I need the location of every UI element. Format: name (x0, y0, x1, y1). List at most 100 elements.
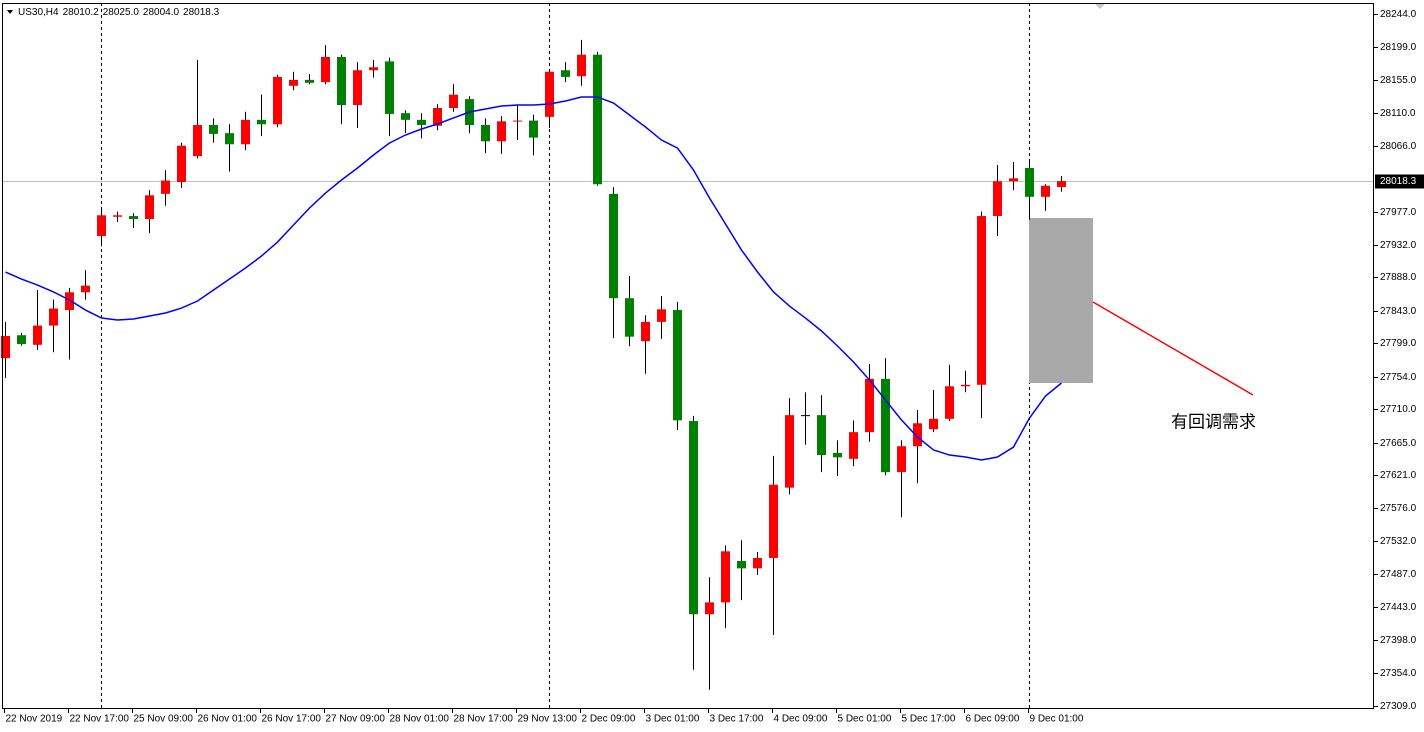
candle-body (481, 125, 490, 142)
candle-body (17, 335, 26, 345)
candle-body (273, 76, 282, 125)
x-tick-label: 22 Nov 2019 (6, 714, 63, 725)
y-tick-label: 27443.0 (1380, 602, 1417, 613)
x-tick-label: 3 Dec 01:00 (646, 714, 700, 725)
menu-arrow (7, 10, 13, 14)
symbol: US30,H4 (18, 7, 59, 18)
chart-frame (2, 3, 1374, 709)
x-tick-label: 5 Dec 01:00 (838, 714, 892, 725)
candle-body (49, 308, 58, 326)
candle-body (161, 180, 170, 194)
y-tick-label: 27977.0 (1380, 207, 1417, 218)
x-tick-label: 5 Dec 17:00 (902, 714, 956, 725)
x-tick-label: 26 Nov 17:00 (262, 714, 322, 725)
candle-body (97, 215, 106, 237)
candle-body (593, 54, 602, 185)
candle-body (1, 335, 10, 359)
candle-body (801, 415, 810, 417)
candle-body (401, 113, 410, 120)
chart-header: US30,H4 28010.2 28025.0 28004.0 28018.3 (18, 7, 220, 18)
candle-body (673, 310, 682, 421)
header-low: 28004.0 (143, 7, 180, 18)
y-tick-label: 27710.0 (1380, 404, 1417, 415)
candle-body (737, 560, 746, 569)
candle-body (129, 216, 138, 220)
trend-line (1092, 301, 1254, 396)
candle-body (977, 216, 986, 385)
x-tick-label: 9 Dec 01:00 (1030, 714, 1084, 725)
header-open: 28010.2 (63, 7, 100, 18)
candle-body (513, 120, 522, 122)
candle-body (177, 145, 186, 183)
y-tick-label: 27398.0 (1380, 635, 1417, 646)
highlight-zone (1029, 218, 1093, 383)
candle-body (1041, 185, 1050, 197)
y-tick-label: 27621.0 (1380, 470, 1417, 481)
moving-average (5, 96, 1062, 461)
candle-body (305, 79, 314, 83)
x-tick-label: 28 Nov 01:00 (390, 714, 450, 725)
x-tick-label: 4 Dec 09:00 (774, 714, 828, 725)
candle-body (1057, 181, 1066, 188)
candle-body (209, 125, 218, 134)
candle-body (705, 602, 714, 615)
x-tick-label: 28 Nov 17:00 (454, 714, 514, 725)
x-tick-label: 22 Nov 17:00 (70, 714, 130, 725)
y-tick-label: 27576.0 (1380, 503, 1417, 514)
candle-body (353, 70, 362, 106)
candle-body (193, 125, 202, 157)
y-tick-label: 28066.0 (1380, 141, 1417, 152)
candle-body (241, 119, 250, 145)
y-tick-label: 27754.0 (1380, 372, 1417, 383)
candle-body (577, 54, 586, 77)
candle-body (65, 292, 74, 311)
candle-body (289, 79, 298, 86)
y-tick-label: 27799.0 (1380, 338, 1417, 349)
candle-body (769, 484, 778, 558)
candle-body (113, 215, 122, 217)
candle-body (545, 71, 554, 117)
x-tick-label: 26 Nov 01:00 (198, 714, 258, 725)
separators (101, 3, 1030, 709)
y-tick-label: 27888.0 (1380, 272, 1417, 283)
candle-body (145, 195, 154, 220)
candle-body (321, 56, 330, 83)
candle-body (449, 94, 458, 108)
x-tick-label: 6 Dec 09:00 (966, 714, 1020, 725)
x-tick-label: 2 Dec 09:00 (582, 714, 636, 725)
header-close: 28018.3 (183, 7, 220, 18)
candle-body (385, 61, 394, 114)
y-tick-label: 28199.0 (1380, 42, 1417, 53)
x-tick-label: 25 Nov 09:00 (134, 714, 194, 725)
candle-body (641, 321, 650, 342)
candle-body (1025, 167, 1034, 197)
candle-body (961, 384, 970, 387)
current-price-box (1375, 174, 1424, 189)
y-tick-label: 27532.0 (1380, 536, 1417, 547)
plot (1, 39, 1374, 690)
candle-body (561, 70, 570, 77)
y-tick-label: 27487.0 (1380, 569, 1417, 580)
candle-body (417, 119, 426, 126)
x-tick-label: 27 Nov 09:00 (326, 714, 386, 725)
candle-body (993, 181, 1002, 217)
candle-body (529, 120, 538, 138)
y-tick-label: 28110.0 (1380, 108, 1416, 119)
candle-body (257, 119, 266, 125)
candle-body (497, 121, 506, 142)
candle-body (865, 378, 874, 433)
candle-body (945, 386, 954, 419)
y-tick-label: 27843.0 (1380, 306, 1417, 317)
candle-body (433, 107, 442, 126)
y-tick-label: 28244.0 (1380, 9, 1417, 20)
y-tick-label: 28155.0 (1380, 75, 1417, 86)
y-tick-label: 27354.0 (1380, 668, 1417, 679)
annotation: 有回调需求 (1171, 412, 1256, 431)
y-tick-label: 27665.0 (1380, 438, 1417, 449)
y-tick-label: 27932.0 (1380, 240, 1417, 251)
x-tick-label: 3 Dec 17:00 (710, 714, 764, 725)
candle-body (225, 133, 234, 145)
scroll-marker (1095, 4, 1105, 9)
candle-body (881, 378, 890, 473)
